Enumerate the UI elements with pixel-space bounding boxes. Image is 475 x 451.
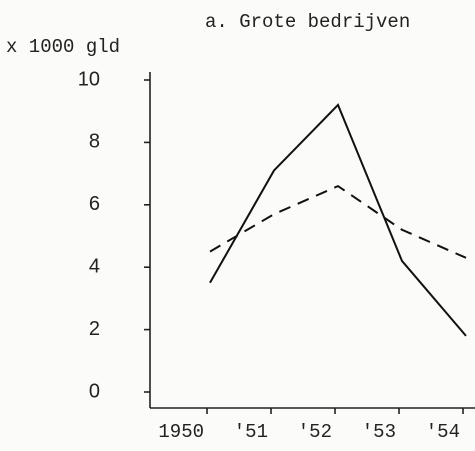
x-tick-label: '54 (426, 421, 460, 443)
x-tick-label: 1950 (158, 421, 204, 443)
y-tick-label: 8 (89, 131, 100, 153)
y-tick-label: 10 (78, 68, 100, 90)
x-tick-label: '52 (298, 421, 332, 443)
y-tick-label: 6 (89, 193, 100, 215)
y-axis-label: x 1000 gld (6, 36, 120, 58)
y-tick-label: 0 (89, 380, 100, 402)
y-tick-label: 2 (89, 318, 100, 340)
series-line (209, 103, 467, 337)
chart-title: a. Grote bedrijven (205, 11, 410, 33)
x-tick-label: '53 (362, 421, 396, 443)
y-tick-label: 4 (89, 255, 100, 277)
x-tick-label: '51 (234, 421, 268, 443)
series-line (209, 184, 467, 259)
